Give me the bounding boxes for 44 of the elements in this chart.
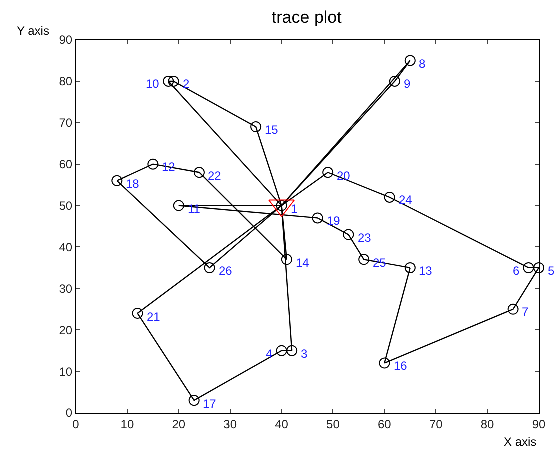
x-tick-label: 70 — [429, 417, 444, 432]
annotation: 18 — [126, 177, 140, 191]
x-tick-label: 50 — [326, 417, 340, 432]
y-tick-label: 70 — [59, 116, 73, 130]
annotation: 6 — [513, 264, 520, 278]
annotation: 4 — [266, 347, 273, 361]
y-tick-label: 90 — [59, 33, 73, 48]
annotation: 3 — [301, 347, 308, 361]
annotation: 10 — [146, 77, 160, 91]
annotation: 23 — [358, 231, 372, 245]
annotation: 21 — [147, 310, 161, 324]
annotation: 13 — [419, 264, 433, 278]
x-tick-label: 30 — [224, 417, 238, 432]
y-tick-label: 60 — [59, 158, 73, 172]
x-tick-label: 10 — [120, 417, 134, 432]
x-tick-label: 20 — [172, 417, 186, 432]
annotation: 7 — [522, 305, 529, 319]
annotation: 8 — [419, 57, 426, 71]
annotation: 5 — [548, 264, 555, 278]
annotation: 19 — [327, 214, 341, 228]
y-tick-label: 0 — [66, 406, 73, 420]
annotation: 2 — [183, 77, 190, 91]
annotation: 9 — [404, 77, 411, 91]
annotation: 24 — [399, 193, 413, 207]
annotation: 26 — [219, 264, 233, 278]
x-tick-label: 80 — [480, 417, 495, 432]
annotation: 14 — [296, 256, 310, 270]
chart-title: trace plot — [272, 8, 342, 28]
annotation: 1 — [291, 202, 298, 216]
y-axis-title: Y axis — [17, 24, 50, 38]
y-tick-label: 50 — [59, 198, 73, 213]
x-tick-label: 60 — [378, 417, 392, 432]
y-tick-label: 80 — [59, 74, 73, 89]
annotation: 22 — [208, 169, 222, 183]
y-tick-label: 40 — [59, 240, 73, 254]
y-tick-label: 10 — [59, 364, 73, 379]
x-axis-title: X axis — [504, 435, 537, 449]
y-tick-label: 30 — [59, 282, 73, 296]
annotation: 17 — [203, 397, 217, 411]
annotation: 16 — [394, 359, 408, 373]
y-tick-label: 20 — [59, 323, 73, 338]
x-tick-label: 40 — [275, 417, 289, 432]
x-tick-label: 90 — [532, 417, 546, 432]
annotation: 15 — [265, 123, 279, 137]
